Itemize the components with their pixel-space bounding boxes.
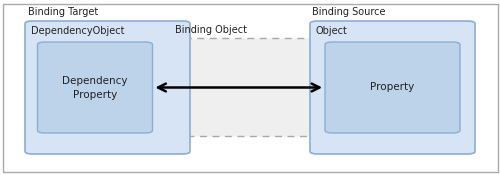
FancyBboxPatch shape (38, 42, 152, 133)
Text: DependencyObject: DependencyObject (31, 26, 124, 36)
Text: Binding Object: Binding Object (176, 25, 247, 35)
FancyBboxPatch shape (25, 21, 190, 154)
FancyBboxPatch shape (325, 42, 460, 133)
Text: Object: Object (316, 26, 348, 36)
Text: Dependency
Property: Dependency Property (62, 75, 128, 100)
Text: Property: Property (370, 82, 414, 93)
FancyBboxPatch shape (98, 38, 325, 136)
Text: Binding Source: Binding Source (312, 7, 386, 17)
FancyBboxPatch shape (310, 21, 475, 154)
Text: Binding Target: Binding Target (28, 7, 98, 17)
FancyBboxPatch shape (2, 4, 498, 172)
